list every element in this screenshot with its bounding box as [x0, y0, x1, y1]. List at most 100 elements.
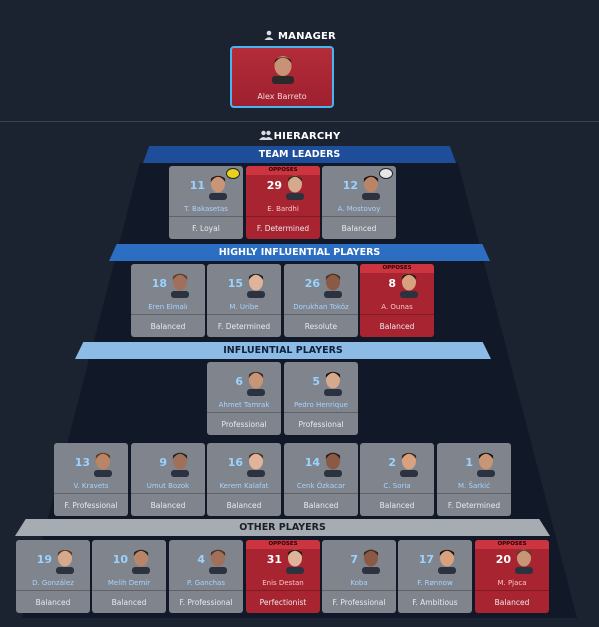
player-card[interactable]: 1 M. Šarkić F. Determined: [437, 443, 511, 516]
player-face-photo: [322, 271, 344, 298]
player-name: A. Ounas: [381, 303, 413, 311]
player-card[interactable]: 18 Eren Elmalı Balanced: [131, 264, 205, 337]
card-divider: [207, 493, 281, 494]
player-name: M. Pjaca: [497, 579, 527, 587]
player-face-photo: [245, 271, 267, 298]
card-divider: [437, 493, 511, 494]
player-card[interactable]: 16 Kerem Kalafat Balanced: [207, 443, 281, 516]
player-name: M. Šarkić: [458, 482, 490, 490]
card-divider: [169, 216, 243, 217]
player-name: Enis Destan: [262, 579, 304, 587]
tier-band-influential: INFLUENTIAL PLAYERS: [75, 342, 491, 359]
card-divider: [284, 493, 358, 494]
player-personality: Balanced: [150, 501, 186, 510]
player-name: Cenk Özkacar: [296, 482, 346, 490]
player-card[interactable]: 10 Melih Demir Balanced: [92, 540, 166, 613]
player-card[interactable]: 17 F. Rønnow F. Ambitious: [398, 540, 472, 613]
card-divider: [360, 493, 434, 494]
manager-icon: [263, 30, 275, 40]
player-card[interactable]: 2 C. Soria Balanced: [360, 443, 434, 516]
player-name: V. Kravets: [73, 482, 109, 490]
player-name: Pedro Henrique: [294, 401, 348, 409]
player-name: P. Ganchas: [187, 579, 225, 587]
manager-card[interactable]: Alex Barreto: [230, 46, 334, 108]
card-divider: [131, 314, 205, 315]
player-name: C. Soria: [383, 482, 411, 490]
player-name: Koba: [350, 579, 368, 587]
player-personality: Balanced: [35, 598, 71, 607]
card-divider: [54, 493, 128, 494]
card-divider: [131, 493, 205, 494]
player-personality: F. Professional: [64, 501, 118, 510]
player-card[interactable]: 19 D. González Balanced: [16, 540, 90, 613]
player-face-photo: [207, 547, 229, 574]
player-personality: Balanced: [111, 598, 147, 607]
card-divider: [246, 590, 320, 591]
player-number: 9: [159, 456, 167, 469]
player-face-photo: [245, 450, 267, 477]
player-face-photo: [169, 450, 191, 477]
opposes-label: OPPOSES: [246, 540, 320, 549]
section-divider: [0, 121, 599, 122]
card-divider: [16, 590, 90, 591]
player-number: 4: [197, 553, 205, 566]
player-card[interactable]: OPPOSES 8 A. Ounas Balanced: [360, 264, 434, 337]
player-face-photo: [360, 173, 382, 200]
hierarchy-section-title: HIERARCHY: [0, 130, 599, 142]
tier-band-other-players: OTHER PLAYERS: [15, 519, 550, 536]
player-face-photo: [207, 173, 229, 200]
player-number: 5: [312, 375, 320, 388]
tier-band-team-leaders: TEAM LEADERS: [143, 146, 456, 163]
player-number: 18: [151, 277, 167, 290]
player-card[interactable]: 6 Ahmet Tamrak Professional: [207, 362, 281, 435]
player-face-photo: [284, 547, 306, 574]
player-personality: Balanced: [494, 598, 530, 607]
player-personality: F. Ambitious: [412, 598, 458, 607]
player-number: 31: [266, 553, 282, 566]
player-card[interactable]: 4 P. Ganchas F. Professional: [169, 540, 243, 613]
white-captain-icon: [379, 168, 393, 179]
player-name: F. Rønnow: [417, 579, 453, 587]
opposes-label: OPPOSES: [475, 540, 549, 549]
player-card[interactable]: 11 T. Bakasetas F. Loyal: [169, 166, 243, 239]
player-card[interactable]: OPPOSES 20 M. Pjaca Balanced: [475, 540, 549, 613]
player-face-photo: [54, 547, 76, 574]
card-divider: [284, 412, 358, 413]
player-number: 10: [112, 553, 128, 566]
player-number: 19: [36, 553, 52, 566]
player-card[interactable]: 5 Pedro Henrique Professional: [284, 362, 358, 435]
player-number: 11: [189, 179, 205, 192]
player-card[interactable]: OPPOSES 31 Enis Destan Perfectionist: [246, 540, 320, 613]
player-face-photo: [322, 369, 344, 396]
player-number: 16: [227, 456, 243, 469]
player-personality: Professional: [298, 420, 344, 429]
player-personality: Resolute: [304, 322, 338, 331]
player-personality: Professional: [221, 420, 267, 429]
player-card[interactable]: 14 Cenk Özkacar Balanced: [284, 443, 358, 516]
player-card[interactable]: 15 M. Uribe F. Determined: [207, 264, 281, 337]
player-card[interactable]: 7 Koba F. Professional: [322, 540, 396, 613]
player-face-photo: [169, 271, 191, 298]
player-card[interactable]: 12 A. Mostovoy Balanced: [322, 166, 396, 239]
player-card[interactable]: OPPOSES 29 E. Bardhi F. Determined: [246, 166, 320, 239]
card-divider: [398, 590, 472, 591]
player-personality: F. Determined: [217, 322, 271, 331]
card-divider: [322, 216, 396, 217]
card-divider: [475, 590, 549, 591]
player-face-photo: [130, 547, 152, 574]
card-divider: [207, 314, 281, 315]
player-face-photo: [284, 173, 306, 200]
card-divider: [207, 412, 281, 413]
player-face-photo: [475, 450, 497, 477]
player-name: A. Mostovoy: [337, 205, 381, 213]
player-card[interactable]: 9 Umut Bozok Balanced: [131, 443, 205, 516]
player-number: 8: [388, 277, 396, 290]
player-face-photo: [92, 450, 114, 477]
player-personality: Balanced: [226, 501, 262, 510]
player-card[interactable]: 13 V. Kravets F. Professional: [54, 443, 128, 516]
player-number: 1: [465, 456, 473, 469]
player-face-photo: [436, 547, 458, 574]
player-card[interactable]: 26 Dorukhan Toköz Resolute: [284, 264, 358, 337]
player-name: D. González: [32, 579, 74, 587]
player-number: 17: [418, 553, 434, 566]
